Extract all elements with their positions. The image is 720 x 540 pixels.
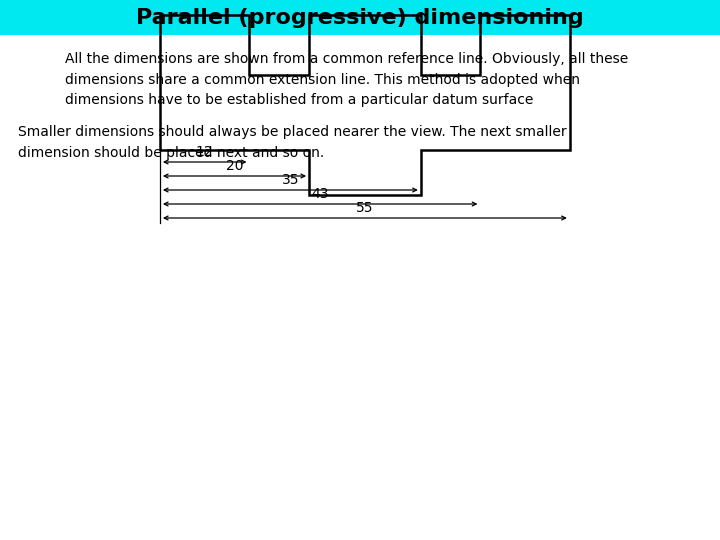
Text: 43: 43 xyxy=(312,187,329,201)
Text: 35: 35 xyxy=(282,173,299,187)
Text: 12: 12 xyxy=(196,145,214,159)
Text: 20: 20 xyxy=(226,159,243,173)
FancyBboxPatch shape xyxy=(0,0,720,35)
Text: All the dimensions are shown from a common reference line. Obviously, all these
: All the dimensions are shown from a comm… xyxy=(65,52,629,107)
Text: Smaller dimensions should always be placed nearer the view. The next smaller
dim: Smaller dimensions should always be plac… xyxy=(18,125,567,160)
Text: 55: 55 xyxy=(356,201,374,215)
Text: Parallel (progressive) dimensioning: Parallel (progressive) dimensioning xyxy=(136,8,584,28)
